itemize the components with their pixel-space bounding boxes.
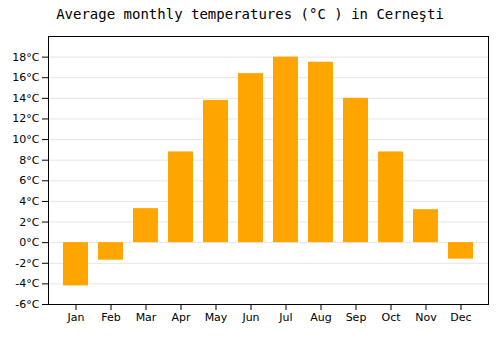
svg-text:16°C: 16°C: [12, 71, 39, 84]
svg-text:-4°C: -4°C: [15, 277, 39, 290]
html-text:Average monthly temperatures (: Average monthly temperatures (°C ) in Ce…: [56, 6, 444, 22]
svg-text:-2°C: -2°C: [15, 257, 39, 270]
svg-text:4°C: 4°C: [19, 195, 39, 208]
svg-text:0°C: 0°C: [19, 236, 39, 249]
svg-text:Jul: Jul: [278, 311, 292, 324]
svg-text:14°C: 14°C: [12, 92, 39, 105]
svg-text:Dec: Dec: [450, 311, 471, 324]
svg-text:Oct: Oct: [381, 311, 401, 324]
svg-text:Sep: Sep: [346, 311, 367, 324]
svg-text:Feb: Feb: [101, 311, 120, 324]
svg-text:6°C: 6°C: [19, 174, 39, 187]
svg-text:12°C: 12°C: [12, 112, 39, 125]
svg-text:8°C: 8°C: [19, 154, 39, 167]
svg-text:Aug: Aug: [310, 311, 331, 324]
svg-text:10°C: 10°C: [12, 133, 39, 146]
svg-text:Nov: Nov: [415, 311, 437, 324]
svg-text:2°C: 2°C: [19, 216, 39, 229]
svg-text:Apr: Apr: [171, 311, 191, 324]
svg-text:Mar: Mar: [136, 311, 157, 324]
svg-text:18°C: 18°C: [12, 51, 39, 64]
svg-text:-6°C: -6°C: [15, 298, 39, 311]
svg-text:Jun: Jun: [241, 311, 259, 324]
svg-text:Jan: Jan: [67, 311, 85, 324]
svg-text:May: May: [205, 311, 228, 324]
